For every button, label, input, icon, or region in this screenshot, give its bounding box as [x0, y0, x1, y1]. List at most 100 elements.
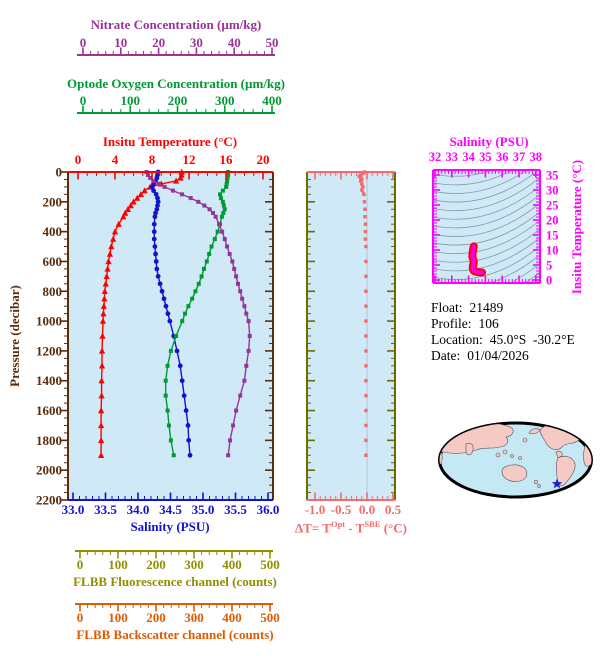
profile-nitrate-marker: [246, 319, 251, 324]
profile-salinity-marker: [153, 259, 159, 264]
profile-temperature-marker: [99, 332, 106, 339]
profile-nitrate-marker: [238, 289, 243, 294]
delta-t-axis-label: ΔT= TOpt - TSBE (°C): [289, 519, 413, 536]
island: [510, 454, 514, 458]
profile-temperature-marker: [127, 202, 134, 209]
pressure-axis-title: Pressure (decibar): [7, 285, 22, 387]
ts-right-tick-label: 5: [546, 259, 552, 273]
profile-temperature-marker: [141, 187, 148, 194]
delta-bottom-axis-tick-label: 0.0: [359, 502, 375, 517]
isopycnal-contour: [433, 170, 540, 203]
fluorescence-axis-tick-label: 400: [222, 557, 242, 572]
delta-marker: [362, 192, 366, 197]
float-label: Float:: [431, 300, 463, 315]
delta-marker: [364, 334, 368, 338]
nitrate-axis-tick-label: 20: [152, 35, 165, 50]
ts-right-tick-label: 20: [546, 214, 559, 228]
ts-top-axis-tick-label: 32: [429, 150, 442, 164]
isopycnal-contour: [487, 254, 540, 283]
ts-curve: [470, 244, 485, 275]
profile-oxygen-marker: [225, 175, 230, 180]
profile-nitrate-marker: [170, 188, 175, 193]
backscatter-axis-tick-label: 400: [222, 610, 242, 625]
isopycnal-contour: [433, 237, 540, 272]
float-position-star: [551, 478, 563, 489]
ts-right-tick-label: 35: [546, 169, 559, 183]
profile-oxygen-marker: [224, 184, 229, 189]
island: [522, 437, 528, 443]
profile-oxygen-marker: [224, 181, 229, 186]
continent-central-america: [555, 450, 563, 459]
nitrate-axis-tick-label: 0: [80, 35, 87, 50]
profile-salinity-marker: [183, 408, 189, 413]
ts-right-tick-label: 25: [546, 199, 559, 213]
profile-oxygen-marker: [218, 192, 223, 197]
profile-salinity-marker: [149, 184, 155, 190]
profile-nitrate-marker: [232, 266, 237, 271]
profile-salinity-marker: [161, 296, 167, 302]
profile-salinity-marker: [153, 251, 158, 257]
delta-marker: [364, 304, 368, 308]
pressure-axis-tick-label: 1400: [36, 373, 62, 388]
salinity-axis-tick-label: 34.0: [127, 502, 150, 517]
profile-nitrate-marker: [234, 274, 239, 279]
profile-temperature-marker: [105, 258, 112, 265]
profile-oxygen-marker: [166, 423, 171, 428]
profile-salinity-marker: [157, 281, 163, 287]
profile-salinity-marker: [177, 363, 183, 369]
profile-nitrate-marker: [234, 408, 239, 413]
profile-salinity-marker: [151, 188, 157, 194]
profile-oxygen-marker: [212, 237, 217, 242]
isopycnal-contour: [509, 263, 540, 283]
profile-temperature-marker: [98, 451, 105, 458]
ts-right-tick-label: 15: [546, 229, 559, 243]
temperature-axis-title: Insitu Temperature (°C): [103, 134, 237, 149]
delta-marker: [364, 364, 368, 368]
salinity-axis-tick-label: 36.0: [257, 502, 280, 517]
location-value: 45.0°S -30.2°E: [489, 332, 575, 347]
oxygen-axis-tick-label: 200: [168, 93, 188, 108]
profile-temperature-marker: [98, 377, 105, 384]
isopycnal-contour: [433, 220, 540, 255]
delta-marker: [364, 438, 368, 443]
profile-temperature-marker: [98, 436, 105, 444]
nitrate-axis-title: Nitrate Concentration (µm/kg): [91, 17, 262, 32]
delta-marker: [362, 200, 367, 204]
temperature-axis-tick-label: 20: [257, 152, 270, 167]
backscatter-axis-tick-label: 100: [108, 610, 128, 625]
profile-salinity-marker: [151, 229, 157, 235]
profile-salinity-marker: [152, 244, 158, 249]
delta-marker: [360, 188, 364, 192]
fluorescence-axis-tick-label: 100: [108, 557, 128, 572]
pressure-axis-tick-label: 1200: [36, 343, 62, 358]
profile-temperature-marker: [98, 347, 106, 354]
date-label: Date:: [431, 348, 461, 363]
profile-nitrate-marker: [238, 393, 243, 398]
fluorescence-axis-tick-label: 200: [146, 557, 166, 572]
nitrate-axis-tick-label: 30: [190, 35, 203, 50]
date-value: 01/04/2026: [467, 348, 529, 363]
profile-oxygen-marker: [218, 196, 223, 201]
continent-india: [465, 442, 474, 456]
profile-nitrate-marker: [180, 192, 185, 197]
ts-salinity-title: Salinity (PSU): [449, 134, 528, 149]
profile-nitrate-marker: [242, 304, 247, 309]
salinity-axis-title: Salinity (PSU): [130, 519, 209, 534]
profile-oxygen-marker: [220, 199, 225, 204]
profile-nitrate-marker: [217, 222, 222, 227]
profile-salinity-marker: [151, 221, 157, 227]
continent-greenland: [573, 423, 584, 430]
profile-nitrate-marker: [226, 453, 231, 458]
profile-nitrate-marker: [227, 252, 232, 256]
isopycnal-contour: [433, 202, 540, 237]
profile-salinity-marker: [154, 206, 160, 212]
isopycnal-contour: [433, 185, 540, 220]
island: [537, 484, 541, 488]
profile-nitrate-marker: [244, 363, 249, 368]
pressure-axis-tick-label: 1600: [36, 403, 62, 418]
profile-salinity-marker: [165, 311, 171, 317]
delta-marker: [364, 319, 368, 323]
profile-nitrate-marker: [244, 311, 249, 316]
profile-salinity-marker: [159, 288, 165, 294]
